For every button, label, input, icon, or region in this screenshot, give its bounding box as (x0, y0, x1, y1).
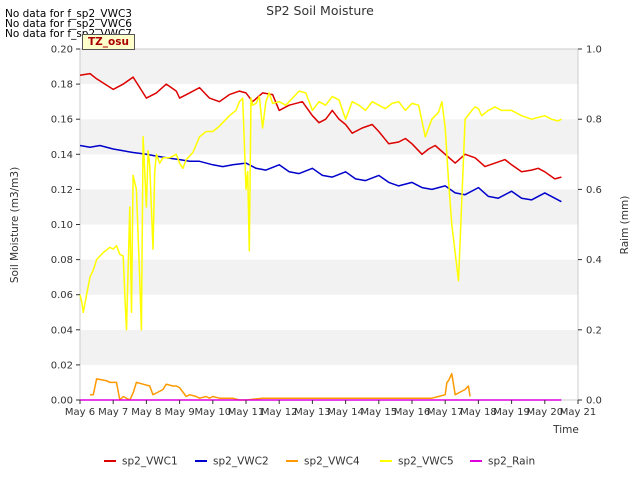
y-tick-label: 0.14 (51, 150, 73, 161)
legend-label-sp2_Rain: sp2_Rain (488, 456, 535, 468)
x-tick-label: May 14 (327, 407, 364, 418)
timezone-badge: TZ_osu (82, 34, 135, 50)
y2-axis-label: Raim (mm) (619, 196, 631, 255)
grid-band (80, 119, 578, 155)
y2-axis-ticks: 0.0 0.2 0.4 0.6 0.8 1.0 (578, 45, 602, 407)
y-tick-label: 0.18 (51, 80, 73, 91)
x-tick-label: May 18 (460, 407, 497, 418)
y-tick-label: 0.12 (51, 185, 73, 196)
y2-tick-label: 0.6 (586, 185, 602, 196)
x-tick-label: May 7 (98, 407, 128, 418)
x-tick-label: May 16 (394, 407, 431, 418)
y-tick-label: 0.16 (51, 115, 73, 126)
legend-label-sp2_VWC5: sp2_VWC5 (398, 456, 454, 468)
x-axis-label: Time (552, 424, 579, 436)
grid-band (80, 154, 578, 190)
grid-band (80, 49, 578, 85)
series-layer (79, 72, 562, 401)
chart-title: SP2 Soil Moisture (266, 3, 374, 18)
x-tick-label: May 17 (427, 407, 464, 418)
x-tick-label: May 20 (527, 407, 564, 418)
x-tick-label: May 6 (65, 407, 95, 418)
legend-label-sp2_VWC1: sp2_VWC1 (122, 456, 178, 468)
legend-label-sp2_VWC2: sp2_VWC2 (213, 456, 269, 468)
series-line-sp2_VWC1 (79, 72, 562, 180)
grid-band (80, 224, 578, 260)
x-tick-label: May 12 (261, 407, 298, 418)
x-tick-label: May 19 (493, 407, 530, 418)
y-tick-label: 0.06 (51, 290, 73, 301)
y-tick-label: 0.04 (51, 325, 73, 336)
y-tick-label: 0.08 (51, 255, 73, 266)
series-line-sp2_VWC2 (79, 144, 562, 203)
x-tick-label: May 11 (228, 407, 265, 418)
y-tick-label: 0.00 (51, 396, 73, 407)
grid-band (80, 189, 578, 225)
y-tick-label: 0.20 (51, 45, 73, 56)
legend-label-sp2_VWC4: sp2_VWC4 (304, 456, 360, 468)
no-data-notice-1: No data for f_sp2_VWC3 (5, 8, 132, 20)
y-axis-ticks: 0.00 0.02 0.04 0.06 0.08 0.10 0.12 0.14 0.16 0.18… (51, 45, 80, 407)
y2-tick-label: 1.0 (586, 45, 602, 56)
grid-band (80, 294, 578, 330)
x-tick-label: May 9 (164, 407, 194, 418)
y2-tick-label: 0.2 (586, 325, 602, 336)
no-data-notice-2: No data for f_sp2_VWC6 (5, 18, 132, 30)
grid-band (80, 329, 578, 365)
y2-tick-label: 0.4 (586, 255, 602, 266)
grid-bands (80, 49, 578, 400)
x-tick-label: May 13 (294, 407, 331, 418)
y-axis-label: Soil Moisture (m3/m3) (9, 167, 21, 283)
y-tick-label: 0.10 (51, 220, 73, 231)
x-tick-label: May 15 (361, 407, 398, 418)
y-tick-label: 0.02 (51, 360, 73, 371)
x-tick-label: May 10 (195, 407, 232, 418)
y2-tick-label: 0.8 (586, 115, 602, 126)
y2-tick-label: 0.0 (586, 396, 602, 407)
legend: sp2_VWC1 sp2_VWC2 sp2_VWC4 sp2_VWC5 sp2_Rain (104, 456, 535, 468)
x-tick-label: May 8 (131, 407, 161, 418)
series-line-sp2_VWC5 (79, 90, 562, 331)
grid-band (80, 364, 578, 400)
grid-band (80, 259, 578, 295)
x-tick-label: May 21 (560, 407, 597, 418)
